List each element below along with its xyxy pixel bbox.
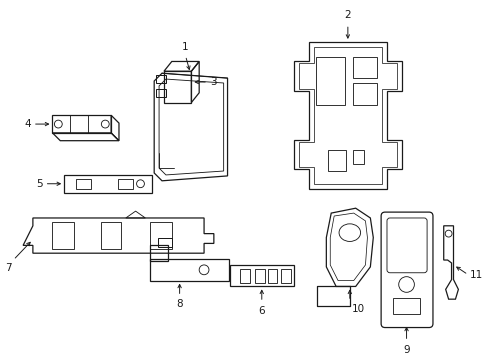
Bar bbox=[118, 179, 133, 189]
Text: 10: 10 bbox=[352, 304, 365, 314]
Bar bbox=[353, 149, 365, 164]
Bar bbox=[64, 175, 152, 193]
Bar bbox=[281, 269, 291, 283]
Text: 2: 2 bbox=[344, 10, 351, 21]
Bar bbox=[156, 89, 166, 97]
Bar bbox=[150, 222, 172, 249]
Text: 9: 9 bbox=[403, 345, 410, 355]
Bar bbox=[230, 265, 294, 287]
Bar bbox=[150, 246, 168, 261]
Bar bbox=[353, 57, 377, 78]
Bar bbox=[150, 259, 228, 280]
Bar bbox=[255, 269, 265, 283]
Bar bbox=[316, 57, 345, 105]
Text: 3: 3 bbox=[210, 77, 217, 87]
Text: 5: 5 bbox=[36, 179, 43, 189]
Bar bbox=[240, 269, 250, 283]
Bar bbox=[76, 179, 91, 189]
Text: 11: 11 bbox=[470, 270, 483, 280]
Bar bbox=[164, 71, 192, 103]
Bar bbox=[353, 83, 377, 104]
Bar bbox=[158, 238, 172, 247]
Bar bbox=[393, 298, 420, 314]
Bar bbox=[101, 222, 121, 249]
Text: 8: 8 bbox=[176, 299, 183, 309]
Bar bbox=[328, 149, 346, 171]
Text: 4: 4 bbox=[24, 119, 31, 129]
Text: 6: 6 bbox=[258, 306, 265, 316]
Bar bbox=[268, 269, 277, 283]
Bar bbox=[156, 75, 166, 83]
Bar bbox=[52, 222, 74, 249]
Text: 1: 1 bbox=[182, 42, 189, 52]
Text: 7: 7 bbox=[5, 263, 11, 273]
